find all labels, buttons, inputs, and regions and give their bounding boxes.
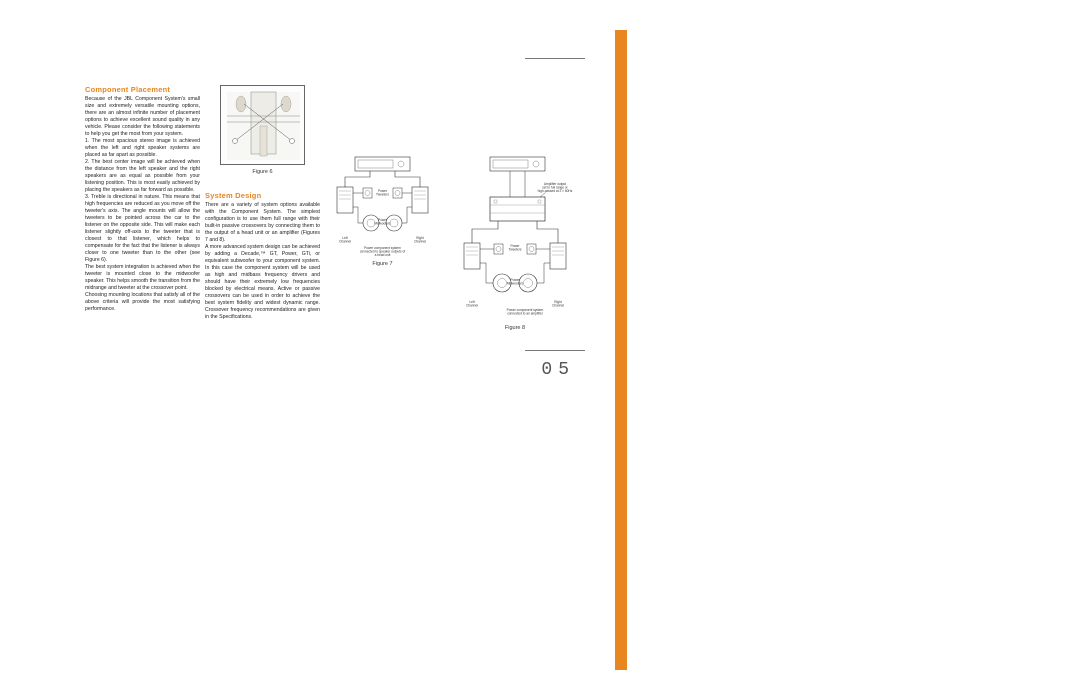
- body-system-design: There are a variety of system options av…: [205, 202, 320, 321]
- page-number: 05: [541, 360, 575, 380]
- divider-mid: [525, 350, 585, 351]
- heading-component-placement: Component Placement: [85, 85, 200, 94]
- fig7-note: Power component systemconnected to speak…: [360, 246, 405, 257]
- figure-7-caption: Figure 7: [325, 261, 440, 267]
- fig8-tweeter-label: PowerTweeters: [509, 244, 522, 251]
- fig8-note: Power component systemconnected to an am…: [507, 308, 544, 315]
- fig7-right-label: RightChannel: [414, 236, 426, 243]
- column-figure-7: PowerTweeters PowerMidwoofers LeftChanne…: [325, 85, 440, 267]
- fig7-left-label: LeftChannel: [339, 236, 351, 243]
- column-component-placement: Component Placement Because of the JBL C…: [85, 85, 200, 313]
- column-system-design: Figure 6 System Design There are a varie…: [205, 85, 320, 321]
- figure-6: [220, 85, 305, 165]
- fig8-left-label: LeftChannel: [466, 300, 478, 307]
- fig8-right-label: RightChannel: [552, 300, 564, 307]
- accent-bar: [615, 30, 627, 670]
- fig8-amp-note: Amplifier outputset to full range orhigh…: [538, 182, 573, 193]
- manual-page: Component Placement Because of the JBL C…: [85, 30, 615, 670]
- heading-system-design: System Design: [205, 191, 320, 200]
- figure-8-diagram: Amplifier outputset to full range orhigh…: [450, 155, 580, 375]
- fig7-tweeter-label: PowerTweeters: [376, 189, 389, 196]
- divider-top: [525, 58, 585, 59]
- column-figure-8: Amplifier outputset to full range orhigh…: [450, 85, 580, 331]
- body-component-placement: Because of the JBL Component System's sm…: [85, 96, 200, 313]
- figure-8-caption: Figure 8: [450, 325, 580, 331]
